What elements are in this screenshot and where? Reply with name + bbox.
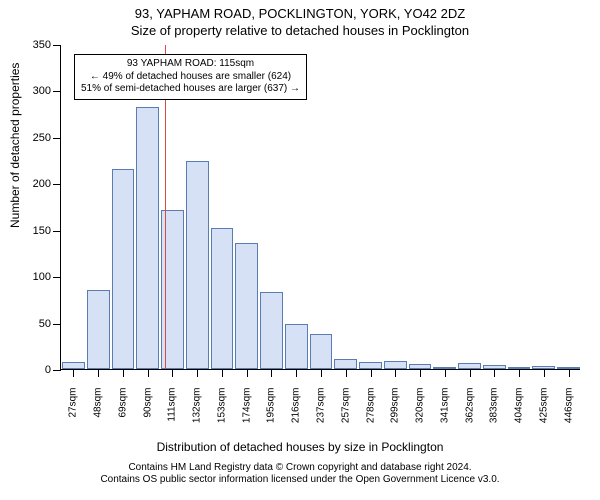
x-tick — [544, 369, 545, 377]
y-tick-label: 250 — [33, 132, 61, 144]
x-tick — [346, 369, 347, 377]
x-tick-label: 69sqm — [117, 388, 128, 438]
x-tick — [494, 369, 495, 377]
x-tick — [73, 369, 74, 377]
x-tick — [98, 369, 99, 377]
chart-title-main: 93, YAPHAM ROAD, POCKLINGTON, YORK, YO42… — [0, 6, 600, 23]
x-tick — [470, 369, 471, 377]
histogram-bar — [136, 107, 159, 369]
x-tick — [172, 369, 173, 377]
y-tick-label: 150 — [33, 225, 61, 237]
x-tick — [420, 369, 421, 377]
x-tick-label: 90sqm — [142, 388, 153, 438]
y-tick-label: 300 — [33, 85, 61, 97]
y-tick-label: 50 — [39, 318, 61, 330]
x-tick-label: 257sqm — [340, 388, 351, 438]
histogram-bar — [285, 324, 308, 369]
chart-title-block: 93, YAPHAM ROAD, POCKLINGTON, YORK, YO42… — [0, 0, 600, 40]
x-tick — [321, 369, 322, 377]
histogram-bar — [310, 334, 333, 369]
y-tick-label: 200 — [33, 178, 61, 190]
annotation-line-1: 93 YAPHAM ROAD: 115sqm — [81, 58, 300, 71]
histogram-bar — [186, 161, 209, 369]
x-tick-label: 383sqm — [489, 388, 500, 438]
y-axis-label: Number of detached properties — [8, 63, 22, 228]
x-tick-label: 132sqm — [192, 388, 203, 438]
x-tick — [247, 369, 248, 377]
x-tick-label: 153sqm — [216, 388, 227, 438]
histogram-bar — [359, 362, 382, 369]
x-tick-label: 341sqm — [439, 388, 450, 438]
x-tick-label: 195sqm — [266, 388, 277, 438]
histogram-bar — [334, 359, 357, 369]
annotation-line-2: ← 49% of detached houses are smaller (62… — [81, 71, 300, 84]
x-tick — [519, 369, 520, 377]
x-tick — [197, 369, 198, 377]
x-tick-label: 111sqm — [167, 388, 178, 438]
x-tick — [222, 369, 223, 377]
x-tick — [148, 369, 149, 377]
x-tick-label: 404sqm — [514, 388, 525, 438]
histogram-bar — [87, 290, 110, 369]
x-tick — [296, 369, 297, 377]
histogram-bar — [235, 243, 258, 369]
x-tick-label: 174sqm — [241, 388, 252, 438]
histogram-bar — [260, 292, 283, 369]
y-tick-label: 350 — [33, 39, 61, 51]
x-tick-label: 48sqm — [93, 388, 104, 438]
x-tick-label: 27sqm — [68, 388, 79, 438]
x-tick — [395, 369, 396, 377]
histogram-bar — [211, 228, 234, 369]
chart-title-sub: Size of property relative to detached ho… — [0, 23, 600, 40]
histogram-bar — [384, 361, 407, 369]
x-tick-label: 299sqm — [390, 388, 401, 438]
annotation-line-3: 51% of semi-detached houses are larger (… — [81, 83, 300, 96]
x-tick — [271, 369, 272, 377]
x-tick-label: 425sqm — [538, 388, 549, 438]
footer-line-1: Contains HM Land Registry data © Crown c… — [0, 462, 600, 474]
y-tick-label: 100 — [33, 271, 61, 283]
x-axis-label: Distribution of detached houses by size … — [0, 440, 600, 454]
x-tick-label: 216sqm — [291, 388, 302, 438]
histogram-bar — [112, 169, 135, 369]
x-tick — [371, 369, 372, 377]
x-tick-label: 237sqm — [316, 388, 327, 438]
footer-line-2: Contains OS public sector information li… — [0, 474, 600, 486]
annotation-box: 93 YAPHAM ROAD: 115sqm ← 49% of detached… — [74, 54, 307, 100]
x-tick-label: 320sqm — [415, 388, 426, 438]
histogram-bar — [62, 362, 85, 369]
x-tick-label: 362sqm — [464, 388, 475, 438]
x-tick-label: 278sqm — [365, 388, 376, 438]
chart-footer: Contains HM Land Registry data © Crown c… — [0, 462, 600, 486]
x-tick — [569, 369, 570, 377]
x-tick-label: 446sqm — [563, 388, 574, 438]
y-tick-label: 0 — [45, 364, 61, 376]
x-tick — [445, 369, 446, 377]
x-tick — [123, 369, 124, 377]
